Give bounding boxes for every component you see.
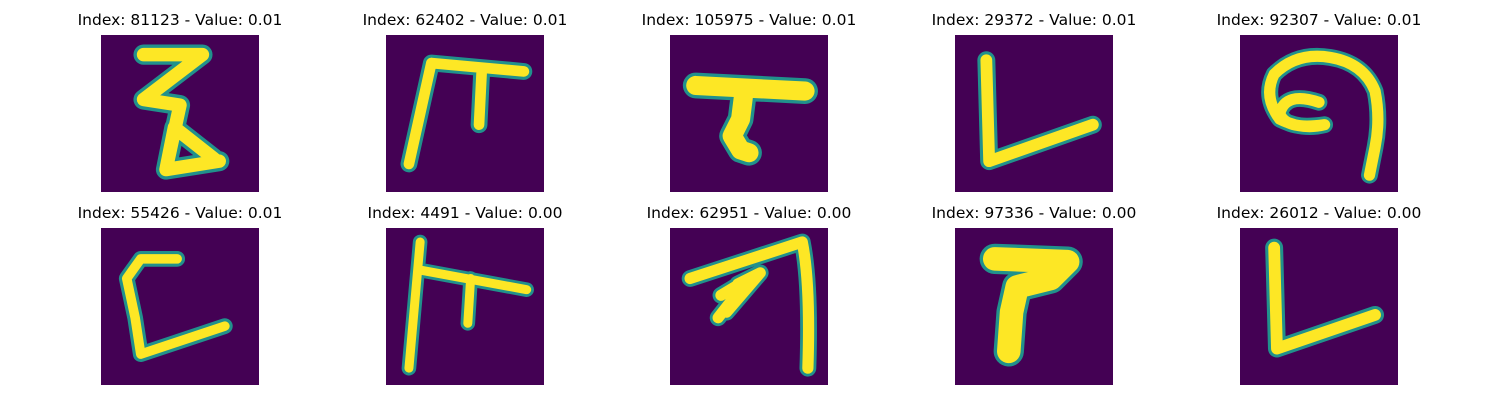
zigzag-stroke-glyph xyxy=(101,35,259,192)
glyph-image xyxy=(979,243,1083,367)
double-bar-stroke-glyph xyxy=(386,228,544,385)
panel-title: Index: 4491 - Value: 0.00 xyxy=(367,204,563,222)
glyph-image xyxy=(681,233,817,377)
panel-title: Index: 105975 - Value: 0.01 xyxy=(641,11,857,29)
panel-title: Index: 97336 - Value: 0.00 xyxy=(931,204,1137,222)
glyph-image xyxy=(1265,238,1385,358)
panel-8: Index: 62951 - Value: 0.00 xyxy=(634,193,864,385)
panel-title: Index: 62402 - Value: 0.01 xyxy=(362,11,568,29)
panel-10: Index: 26012 - Value: 0.00 xyxy=(1204,193,1434,385)
glyph-image xyxy=(1261,47,1387,184)
panel-title: Index: 62951 - Value: 0.00 xyxy=(646,204,852,222)
panel-title: Index: 29372 - Value: 0.01 xyxy=(931,11,1137,29)
glyph-image xyxy=(118,250,233,363)
glyph-image xyxy=(133,44,230,180)
glyph-image xyxy=(682,72,818,166)
panel-title: Index: 92307 - Value: 0.01 xyxy=(1216,11,1422,29)
spiral-stroke-glyph xyxy=(1240,35,1398,192)
glyph-image xyxy=(401,234,534,376)
panel-9: Index: 97336 - Value: 0.00 xyxy=(919,193,1149,385)
thick-seven-stroke-glyph xyxy=(955,228,1113,385)
panel-3: Index: 105975 - Value: 0.01 xyxy=(634,0,864,192)
panel-4: Index: 29372 - Value: 0.01 xyxy=(919,0,1149,192)
panel-2: Index: 62402 - Value: 0.01 xyxy=(350,0,580,192)
glyph-image xyxy=(977,51,1102,171)
panel-title: Index: 81123 - Value: 0.01 xyxy=(77,11,283,29)
panel-7: Index: 4491 - Value: 0.00 xyxy=(350,193,580,385)
panel-title: Index: 26012 - Value: 0.00 xyxy=(1216,204,1422,222)
pi-like-stroke-glyph xyxy=(386,35,544,192)
glyph-image xyxy=(400,54,533,173)
panel-title: Index: 55426 - Value: 0.01 xyxy=(77,204,283,222)
v-l-shape-stroke-glyph xyxy=(1240,228,1398,385)
arch-stroke-glyph xyxy=(670,228,828,385)
panel-1: Index: 81123 - Value: 0.01 xyxy=(65,0,295,192)
panel-5: Index: 92307 - Value: 0.01 xyxy=(1204,0,1434,192)
c-l-shape-stroke-glyph xyxy=(101,228,259,385)
t-hook-stroke-glyph xyxy=(670,35,828,192)
panel-6: Index: 55426 - Value: 0.01 xyxy=(65,193,295,385)
l-shape-stroke-glyph xyxy=(955,35,1113,192)
